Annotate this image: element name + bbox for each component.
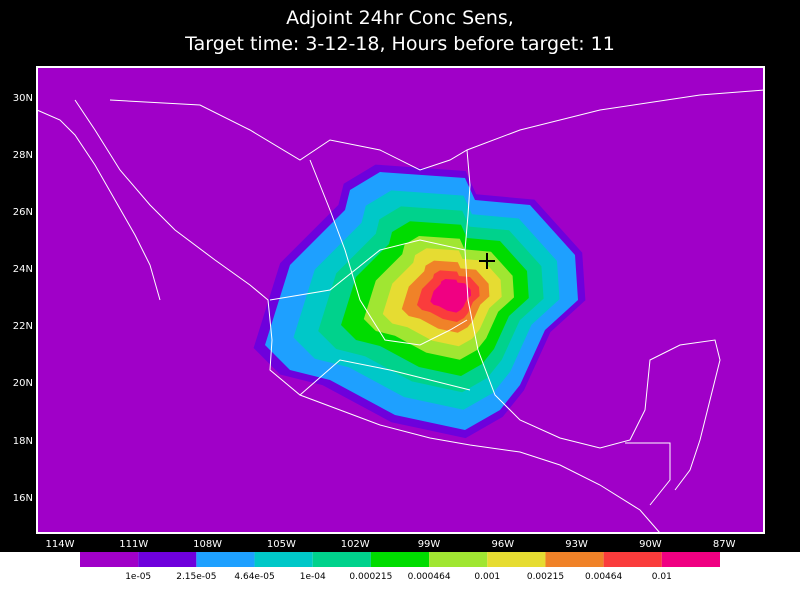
coastlines bbox=[36, 89, 765, 534]
colorbar-label: 1e-04 bbox=[300, 572, 326, 582]
colorbar-label: 0.01 bbox=[652, 572, 672, 582]
colorbar-box bbox=[370, 552, 430, 567]
border bbox=[625, 442, 671, 506]
state-border bbox=[309, 159, 468, 346]
lat-label: 26N bbox=[13, 207, 33, 218]
colorbar-box bbox=[254, 552, 313, 567]
colorbar-label: 0.00464 bbox=[585, 572, 622, 582]
lat-label: 30N bbox=[13, 93, 33, 104]
colorbar-box bbox=[196, 552, 255, 567]
map-frame bbox=[36, 66, 765, 534]
lat-label: 16N bbox=[13, 493, 33, 504]
coastline bbox=[36, 109, 161, 301]
lat-label: 28N bbox=[13, 150, 33, 161]
colorbar-label: 1e-05 bbox=[125, 572, 151, 582]
colorbar-label: 2.15e-05 bbox=[176, 572, 216, 582]
colorbar-label: 0.000215 bbox=[349, 572, 392, 582]
colorbar-box bbox=[487, 552, 546, 567]
colorbar-box bbox=[429, 552, 488, 567]
lon-label: 90W bbox=[639, 539, 662, 550]
lon-label: 111W bbox=[119, 539, 148, 550]
contours bbox=[253, 164, 586, 439]
lat-label: 22N bbox=[13, 321, 33, 332]
state-border bbox=[269, 239, 466, 301]
colorbar-box bbox=[545, 552, 604, 567]
lat-label: 24N bbox=[13, 264, 33, 275]
contour-fill bbox=[430, 279, 471, 313]
colorbar-box bbox=[138, 552, 197, 567]
lon-label: 93W bbox=[565, 539, 588, 550]
coastline bbox=[464, 149, 721, 491]
colorbar-box bbox=[312, 552, 371, 567]
colorbar-label: 0.001 bbox=[474, 572, 500, 582]
colorbar-box bbox=[603, 552, 662, 567]
colorbar-label: 4.64e-05 bbox=[234, 572, 274, 582]
colorbar-box bbox=[80, 552, 139, 567]
colorbar-label: 0.000464 bbox=[408, 572, 451, 582]
target-marker bbox=[479, 253, 495, 269]
lon-label: 108W bbox=[193, 539, 222, 550]
lon-label: 105W bbox=[267, 539, 296, 550]
lon-label: 102W bbox=[341, 539, 370, 550]
coastline bbox=[74, 99, 661, 534]
title-line: Target time: 3-12-18, Hours before targe… bbox=[184, 33, 615, 55]
lon-label: 114W bbox=[46, 539, 75, 550]
border bbox=[109, 89, 765, 171]
lon-label: 99W bbox=[418, 539, 441, 550]
colorbar-label: 0.00215 bbox=[527, 572, 564, 582]
state-border bbox=[299, 359, 471, 396]
lon-label: 96W bbox=[491, 539, 514, 550]
lat-label: 20N bbox=[13, 378, 33, 389]
lon-label: 87W bbox=[713, 539, 736, 550]
colorbar-box bbox=[661, 552, 720, 567]
title-line: Adjoint 24hr Conc Sens, bbox=[286, 7, 514, 29]
lat-label: 18N bbox=[13, 436, 33, 447]
